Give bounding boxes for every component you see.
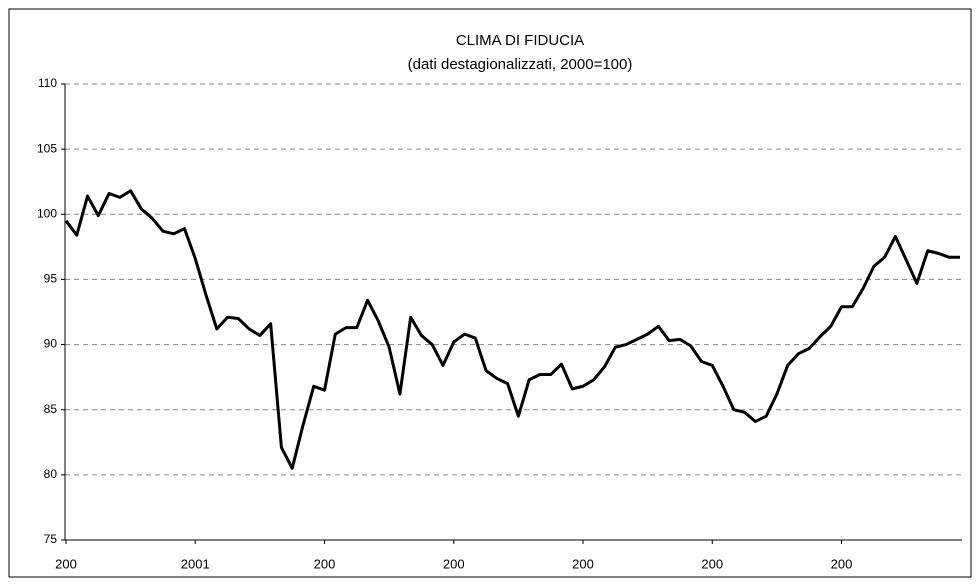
chart-subtitle: (dati destagionalizzati, 2000=100) [408, 56, 633, 73]
y-tick-label: 75 [44, 532, 58, 546]
y-tick-label: 95 [44, 272, 58, 286]
chart-border [8, 8, 972, 578]
x-tick-label: 200 [831, 556, 853, 571]
y-tick-label: 90 [44, 337, 58, 351]
x-tick-label: 200 [443, 556, 465, 571]
y-tick-label: 80 [44, 467, 58, 481]
y-tick-label: 85 [44, 402, 58, 416]
x-tick-label: 200 [701, 556, 723, 571]
x-tick-label: 200 [572, 556, 594, 571]
y-tick-label: 105 [37, 141, 57, 155]
chart-title: CLIMA DI FIDUCIA [456, 32, 584, 49]
y-tick-label: 100 [37, 206, 57, 220]
x-tick-label: 200 [314, 556, 336, 571]
x-tick-label: 200 [55, 556, 77, 571]
series-line [64, 189, 960, 470]
y-tick-label: 110 [38, 76, 57, 90]
x-tick-label: 2001 [181, 556, 210, 571]
